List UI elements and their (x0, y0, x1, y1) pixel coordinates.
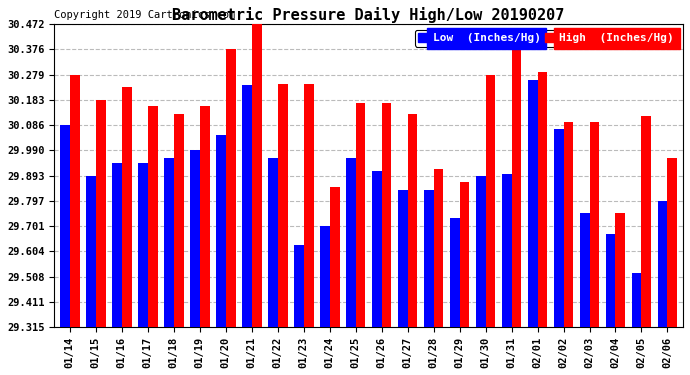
Bar (502, 174, 511, 327)
Bar (631, 273, 642, 327)
Bar (241, 85, 252, 327)
Bar (580, 213, 589, 327)
Bar (433, 169, 444, 327)
Bar (174, 114, 184, 327)
Bar (164, 158, 174, 327)
Bar (564, 122, 573, 327)
Bar (304, 84, 313, 327)
Bar (148, 106, 157, 327)
Bar (319, 226, 330, 327)
Bar (60, 125, 70, 327)
Bar (589, 122, 600, 327)
Bar (226, 49, 235, 327)
Bar (268, 158, 277, 327)
Bar (511, 49, 522, 327)
Bar (486, 75, 495, 327)
Bar (667, 158, 678, 327)
Bar (355, 103, 366, 327)
Text: Copyright 2019 Cartronics.com: Copyright 2019 Cartronics.com (55, 10, 235, 20)
Bar (615, 213, 625, 327)
Bar (450, 218, 460, 327)
Legend: Low  (Inches/Hg), High  (Inches/Hg): Low (Inches/Hg), High (Inches/Hg) (415, 30, 678, 46)
Bar (294, 244, 304, 327)
Bar (658, 201, 667, 327)
Bar (460, 182, 469, 327)
Bar (216, 135, 226, 327)
Bar (424, 190, 433, 327)
Bar (372, 171, 382, 327)
Bar (528, 80, 538, 327)
Bar (346, 158, 355, 327)
Bar (252, 24, 262, 327)
Title: Barometric Pressure Daily High/Low 20190207: Barometric Pressure Daily High/Low 20190… (172, 7, 565, 23)
Bar (121, 87, 132, 327)
Bar (199, 106, 210, 327)
Bar (606, 234, 615, 327)
Bar (408, 114, 417, 327)
Bar (397, 190, 408, 327)
Bar (642, 116, 651, 327)
Bar (382, 103, 391, 327)
Bar (190, 150, 199, 327)
Bar (277, 84, 288, 327)
Bar (138, 164, 148, 327)
Bar (330, 187, 339, 327)
Bar (112, 164, 121, 327)
Bar (86, 176, 96, 327)
Bar (70, 75, 79, 327)
Bar (538, 72, 547, 327)
Bar (96, 100, 106, 327)
Bar (553, 129, 564, 327)
Bar (475, 176, 486, 327)
